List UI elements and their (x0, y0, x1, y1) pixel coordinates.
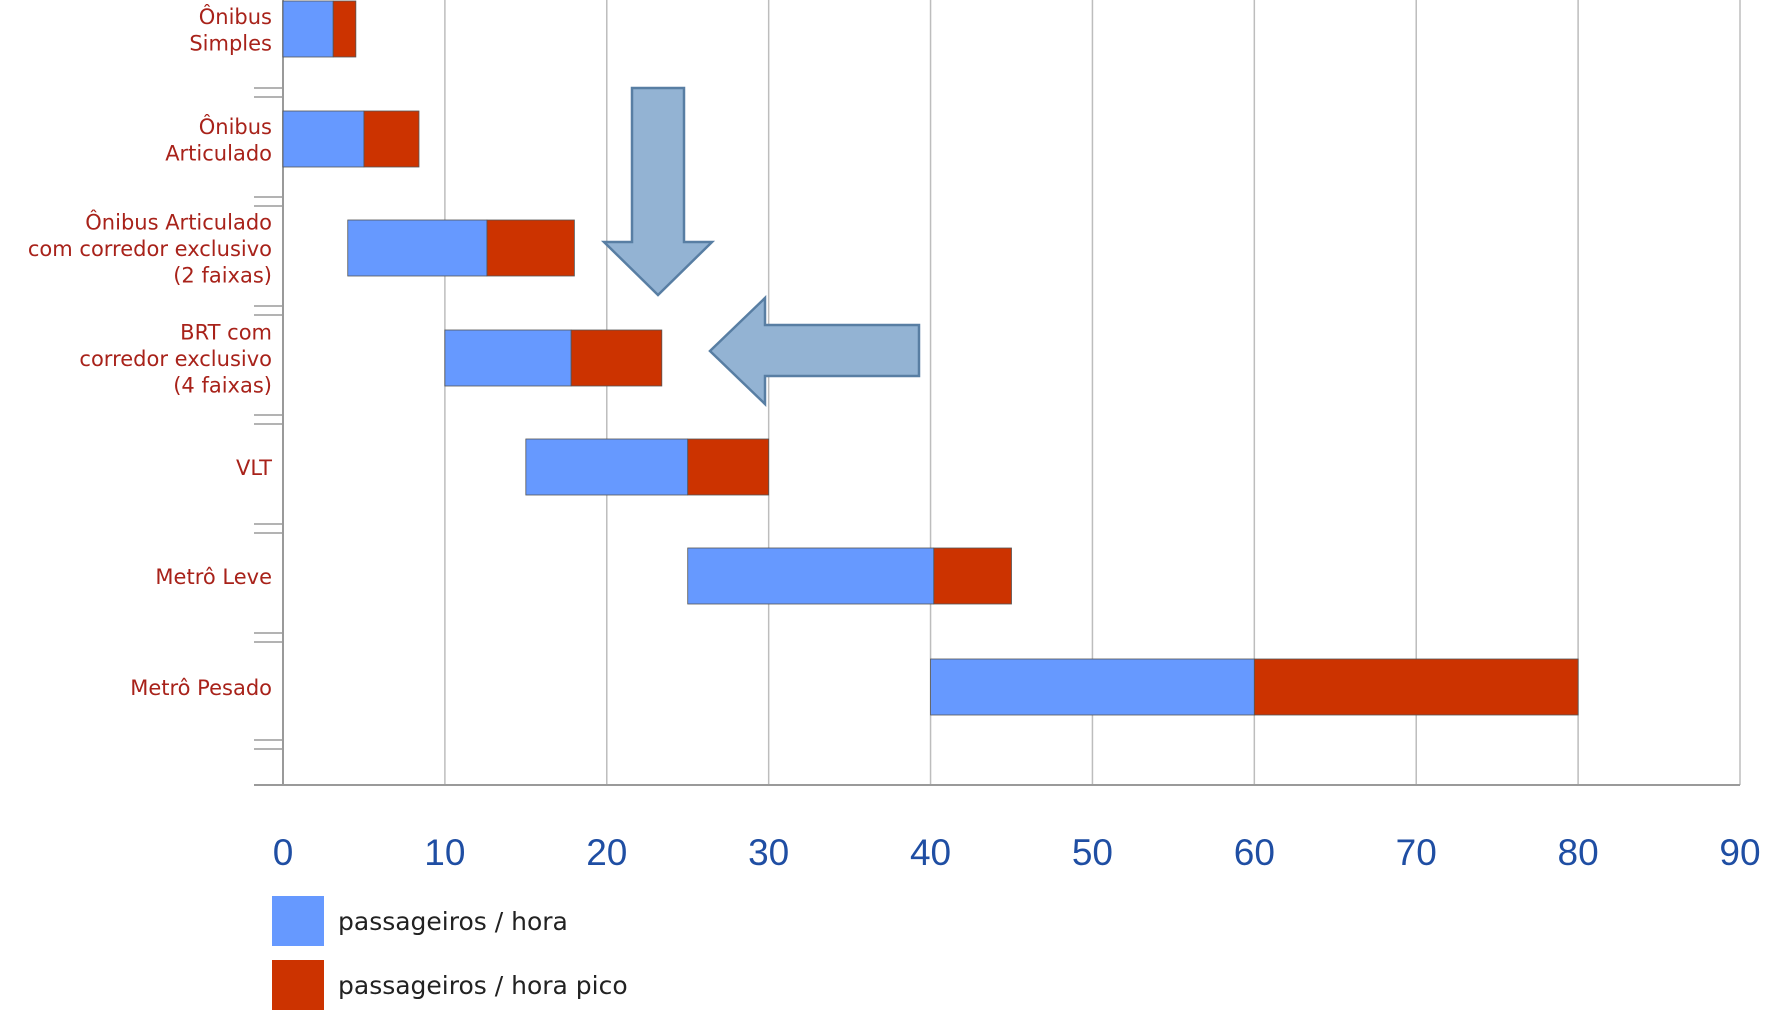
bar (570, 329, 663, 387)
x-tick-label: 70 (1396, 832, 1437, 873)
category-label: Metrô Leve (155, 565, 272, 589)
bar (933, 547, 1012, 605)
bar (687, 547, 935, 605)
category-label: com corredor exclusivo (28, 237, 272, 261)
x-tick-label: 60 (1234, 832, 1275, 873)
category-label: VLT (236, 456, 272, 480)
x-tick-label: 30 (748, 832, 789, 873)
x-tick-label: 0 (273, 832, 294, 873)
bar (282, 110, 365, 168)
category-label: Metrô Pesado (130, 676, 272, 700)
bar (363, 110, 420, 168)
x-tick-label: 90 (1719, 832, 1760, 873)
bar (332, 0, 357, 58)
category-label: (2 faixas) (173, 264, 272, 288)
category-label: Ônibus (199, 4, 272, 29)
legend-swatch (272, 896, 324, 946)
down-arrow-annotation (600, 86, 716, 297)
category-label: (4 faixas) (173, 374, 272, 398)
category-label: BRT com (180, 321, 272, 345)
x-tick-label: 80 (1558, 832, 1599, 873)
gridlines (444, 0, 1741, 785)
x-tick-label: 20 (586, 832, 627, 873)
x-tick-label: 10 (424, 832, 465, 873)
bar (1253, 658, 1579, 716)
legend: passageiros / hora passageiros / hora pic… (272, 896, 628, 1010)
legend-swatch (272, 960, 324, 1010)
legend-label: passageiros / hora pico (338, 971, 628, 1000)
bar (486, 219, 575, 277)
annotation-arrows (600, 86, 921, 407)
category-label: corredor exclusivo (79, 347, 272, 371)
bar (687, 438, 770, 496)
x-tick-label: 50 (1072, 832, 1113, 873)
legend-label: passageiros / hora (338, 907, 568, 936)
bar (525, 438, 689, 496)
category-label: Ônibus (199, 114, 272, 139)
bar (930, 658, 1255, 716)
category-label: Articulado (165, 141, 272, 165)
bar (282, 0, 334, 58)
bars (282, 0, 1579, 716)
x-tick-label: 40 (910, 832, 951, 873)
bar (444, 329, 572, 387)
bar (347, 219, 488, 277)
category-label: Ônibus Articulado (85, 210, 272, 235)
left-arrow-annotation (708, 295, 921, 407)
category-label: Simples (189, 31, 272, 55)
